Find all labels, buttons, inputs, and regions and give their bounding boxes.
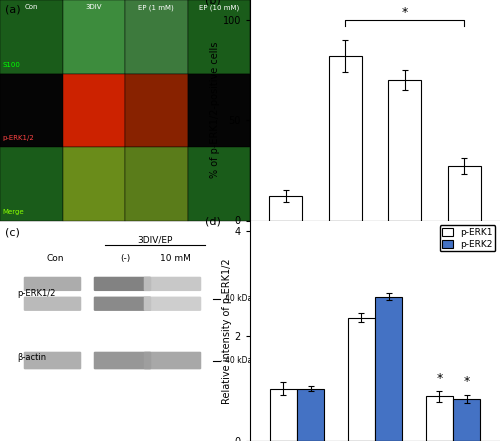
Text: *: * [402,6,408,19]
FancyBboxPatch shape [188,74,250,147]
Text: (-): (-) [120,254,130,262]
Bar [448,166,480,220]
Bar [329,56,362,220]
FancyBboxPatch shape [0,0,62,74]
Text: EP (1 mM): EP (1 mM) [138,4,174,11]
Text: S100: S100 [2,62,21,67]
FancyBboxPatch shape [94,277,151,291]
Y-axis label: % of p-ERK1/2-positive cells: % of p-ERK1/2-positive cells [210,42,220,179]
Text: p-ERK1/2: p-ERK1/2 [2,135,34,141]
FancyBboxPatch shape [0,147,62,220]
Bar [375,297,402,441]
Text: 40 kDa: 40 kDa [225,294,252,303]
Text: (c): (c) [5,227,20,237]
Text: 40 kDa: 40 kDa [225,356,252,365]
Text: 10 mM: 10 mM [160,254,190,262]
FancyBboxPatch shape [24,352,81,369]
Text: 3DIV/EP: 3DIV/EP [138,236,172,245]
Bar [297,389,324,441]
Text: β-actin: β-actin [18,353,46,362]
FancyBboxPatch shape [94,352,151,369]
Text: *: * [436,372,442,385]
Text: Merge: Merge [2,209,24,215]
FancyBboxPatch shape [24,296,81,311]
Text: *: * [464,375,470,389]
FancyBboxPatch shape [144,352,201,369]
Legend: p-ERK1, p-ERK2: p-ERK1, p-ERK2 [440,225,496,251]
Text: (b): (b) [205,0,221,6]
FancyBboxPatch shape [62,147,125,220]
Bar [453,399,480,441]
Bar [270,389,297,441]
Text: 3DIV/EP: 3DIV/EP [415,265,454,275]
FancyBboxPatch shape [125,147,188,220]
FancyBboxPatch shape [188,147,250,220]
FancyBboxPatch shape [62,0,125,74]
Text: Con: Con [46,254,64,262]
FancyBboxPatch shape [125,74,188,147]
FancyBboxPatch shape [188,0,250,74]
FancyBboxPatch shape [144,296,201,311]
Text: Con: Con [24,4,38,11]
FancyBboxPatch shape [62,74,125,147]
Bar [388,80,421,220]
Y-axis label: Relative intensity of p-ERK1/2: Relative intensity of p-ERK1/2 [222,258,232,404]
Bar [348,318,375,441]
Text: EP (10 mM): EP (10 mM) [198,4,239,11]
Text: 3DIV: 3DIV [86,4,102,11]
FancyBboxPatch shape [0,74,62,147]
FancyBboxPatch shape [94,296,151,311]
FancyBboxPatch shape [24,277,81,291]
FancyBboxPatch shape [144,277,201,291]
Bar [270,196,302,220]
Bar [426,396,453,441]
Text: p-ERK1/2: p-ERK1/2 [18,289,56,298]
Text: (a): (a) [5,4,20,15]
FancyBboxPatch shape [125,0,188,74]
Text: (d): (d) [205,216,221,226]
